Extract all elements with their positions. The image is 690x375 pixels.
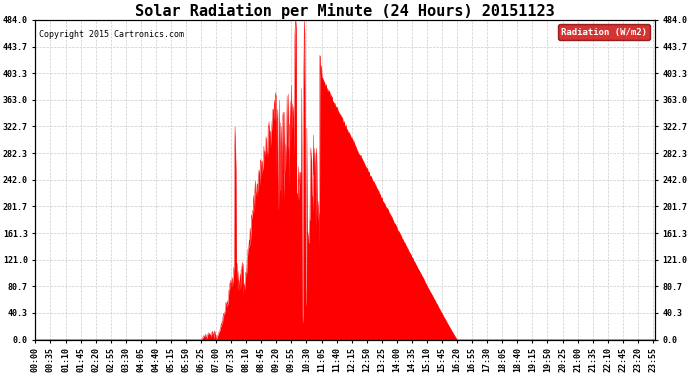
- Text: Copyright 2015 Cartronics.com: Copyright 2015 Cartronics.com: [39, 30, 184, 39]
- Legend: Radiation (W/m2): Radiation (W/m2): [558, 24, 650, 40]
- Title: Solar Radiation per Minute (24 Hours) 20151123: Solar Radiation per Minute (24 Hours) 20…: [135, 3, 555, 19]
